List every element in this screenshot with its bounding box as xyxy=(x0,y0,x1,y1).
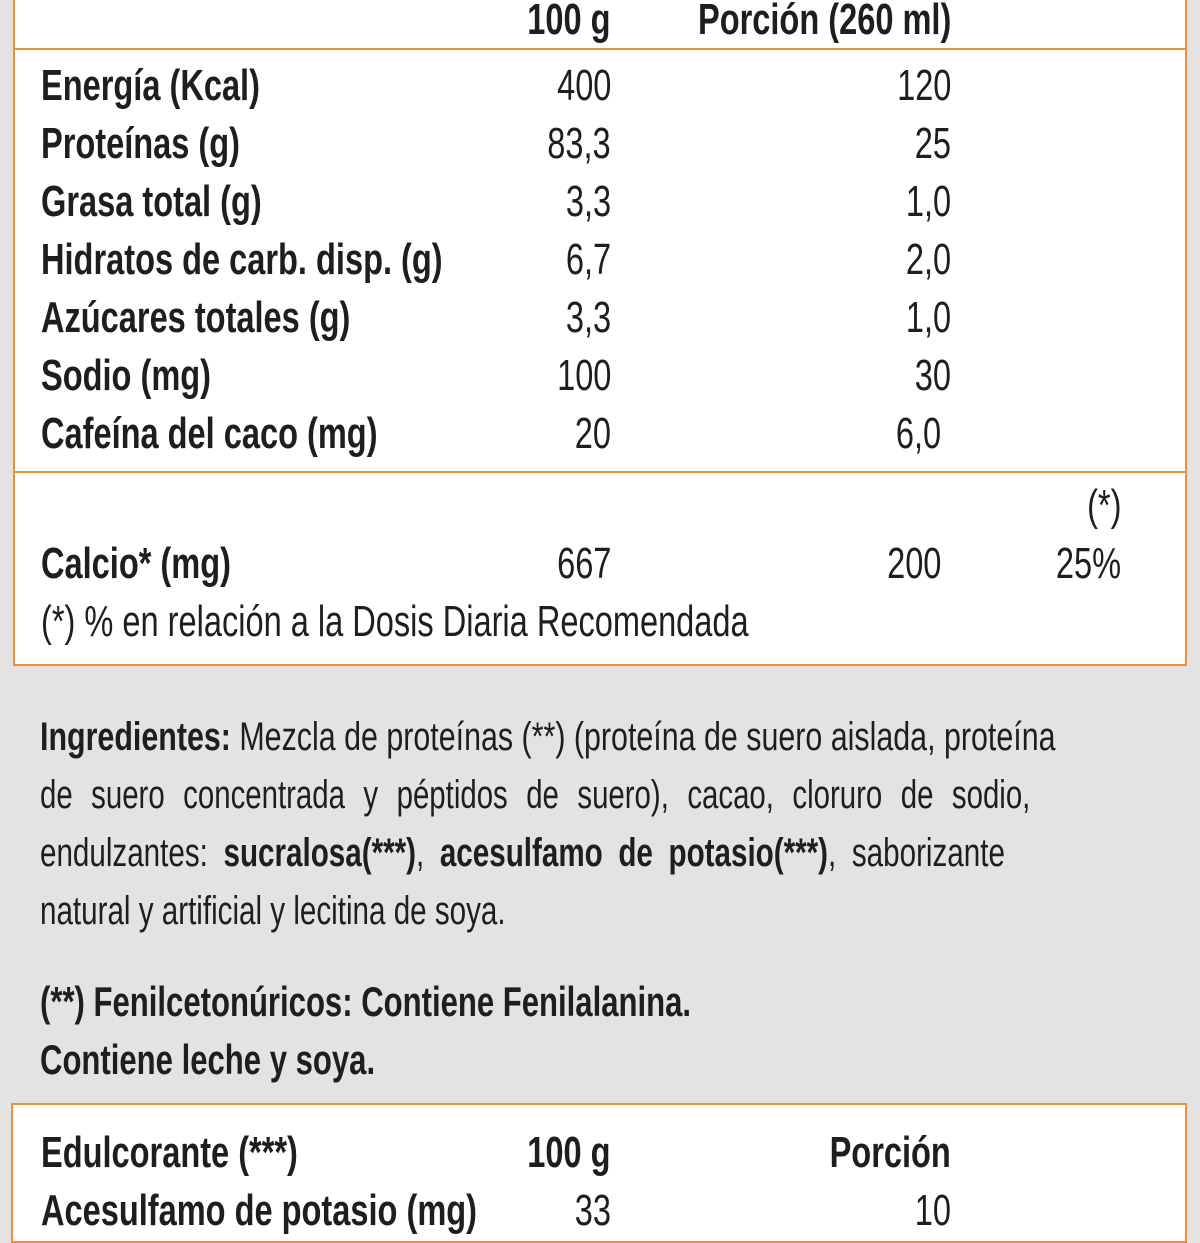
row-portion: 2,0 xyxy=(905,235,951,284)
sweetener-header-portion: Porción xyxy=(829,1128,951,1177)
ingredients-label: Ingredientes: xyxy=(40,715,231,759)
row-label: Azúcares totales (g) xyxy=(41,293,351,342)
row-portion: 10 xyxy=(914,1186,951,1235)
sweetener-table: Edulcorante (***) 100 g Porción Acesulfa… xyxy=(11,1103,1187,1243)
row-label: Energía (Kcal) xyxy=(41,61,260,110)
calcium-label: Calcio* (mg) xyxy=(41,539,231,588)
sweetener-header-label: Edulcorante (***) xyxy=(41,1128,298,1177)
ingredients-line-2: de suero concentrada y péptidos de suero… xyxy=(40,773,1031,817)
ingredients-line-3e: , saborizante xyxy=(828,831,1005,875)
row-portion: 6,0 xyxy=(895,409,941,458)
ingredients-line-1: Mezcla de proteínas (**) (proteína de su… xyxy=(239,715,1056,759)
sweetener-acesulfame: acesulfamo de potasio(***) xyxy=(439,831,829,875)
row-portion: 1,0 xyxy=(905,177,951,226)
divider xyxy=(15,48,1185,50)
row-100g: 3,3 xyxy=(565,293,611,342)
sweetener-sucralose: sucralosa(***) xyxy=(223,831,416,875)
divider xyxy=(15,471,1185,473)
ingredients-text: Ingredientes: Mezcla de proteínas (**) (… xyxy=(40,708,1162,940)
row-label: Cafeína del caco (mg) xyxy=(41,409,378,458)
row-label: Sodio (mg) xyxy=(41,351,212,400)
row-100g: 20 xyxy=(574,409,611,458)
row-portion: 120 xyxy=(896,61,951,110)
row-label: Proteínas (g) xyxy=(41,119,241,168)
calcium-footnote: (*) % en relación a la Dosis Diaria Reco… xyxy=(41,597,749,646)
calcium-portion: 200 xyxy=(886,539,941,588)
header-portion: Porción (260 ml) xyxy=(697,0,951,44)
row-100g: 400 xyxy=(556,61,611,110)
row-100g: 83,3 xyxy=(547,119,611,168)
phenylalanine-warning: (**) Fenilcetonúricos: Contiene Fenilala… xyxy=(40,978,692,1025)
row-100g: 3,3 xyxy=(565,177,611,226)
calcium-pct: 25% xyxy=(1055,539,1121,588)
row-portion: 1,0 xyxy=(905,293,951,342)
row-label: Acesulfamo de potasio (mg) xyxy=(41,1186,477,1235)
row-100g: 6,7 xyxy=(565,235,611,284)
allergen-warning: Contiene leche y soya. xyxy=(40,1036,376,1083)
pct-header: (*) xyxy=(1086,481,1121,530)
calcium-100g: 667 xyxy=(556,539,611,588)
ingredients-line-4: natural y artificial y lecitina de soya. xyxy=(40,889,506,933)
sweetener-header-100g: 100 g xyxy=(527,1128,611,1177)
row-label: Grasa total (g) xyxy=(41,177,262,226)
ingredients-line-3a: endulzantes: xyxy=(40,831,208,875)
row-portion: 30 xyxy=(914,351,951,400)
row-portion: 25 xyxy=(914,119,951,168)
row-100g: 100 xyxy=(556,351,611,400)
row-100g: 33 xyxy=(574,1186,611,1235)
row-label: Hidratos de carb. disp. (g) xyxy=(41,235,443,284)
nutrition-table: 100 g Porción (260 ml) Energía (Kcal) 40… xyxy=(13,0,1187,666)
header-100g: 100 g xyxy=(527,0,611,44)
